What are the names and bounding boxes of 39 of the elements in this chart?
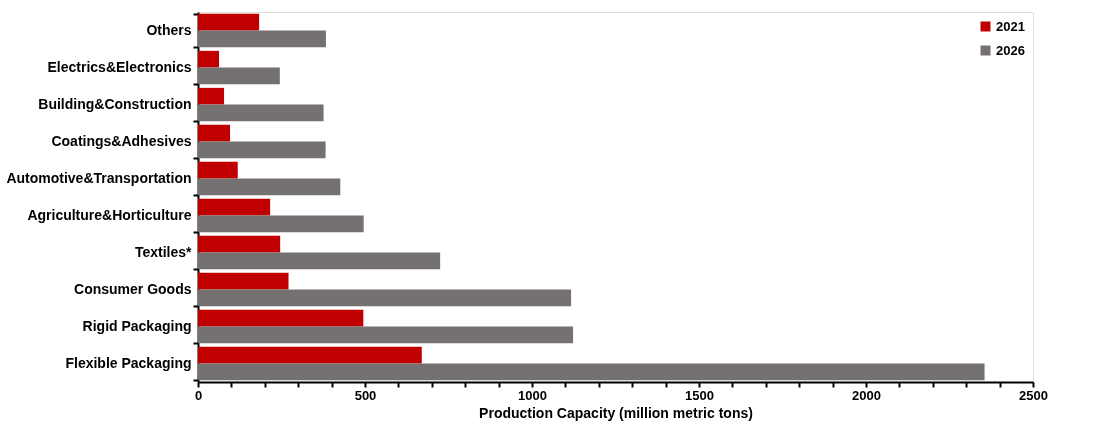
y-tick-label: Consumer Goods	[74, 281, 192, 297]
legend-label: 2021	[996, 18, 1025, 34]
bar	[198, 346, 422, 364]
y-tick-label: Others	[146, 22, 192, 38]
bar	[198, 309, 364, 327]
bar	[198, 141, 326, 159]
bar	[198, 67, 280, 85]
bar	[198, 30, 326, 48]
bar	[198, 198, 271, 216]
x-tick-label: 2000	[852, 387, 881, 403]
y-tick-label: Automotive&Transportation	[6, 170, 192, 186]
x-tick-label: 500	[354, 387, 377, 403]
x-axis-title: Production Capacity (million metric tons)	[479, 404, 753, 421]
bar	[198, 87, 225, 105]
y-tick-label: Textiles*	[134, 244, 193, 260]
bar	[198, 235, 281, 253]
legend-label: 2026	[996, 42, 1025, 58]
bar	[198, 161, 238, 179]
y-tick-label: Coatings&Adhesives	[51, 133, 192, 149]
y-tick-label: Agriculture&Horticulture	[27, 207, 192, 223]
bar	[198, 289, 572, 307]
y-tick-label: Electrics&Electronics	[47, 59, 192, 75]
bar	[198, 124, 231, 142]
x-tick-label: 0	[194, 387, 203, 403]
bar	[198, 50, 220, 68]
bar	[198, 104, 324, 122]
y-tick-label: Flexible Packaging	[65, 355, 192, 371]
bar	[198, 363, 985, 381]
bar	[198, 13, 260, 31]
x-tick-label: 2500	[1019, 387, 1048, 403]
bar	[198, 252, 441, 270]
bar	[198, 272, 289, 290]
y-tick-label: Rigid Packaging	[82, 318, 192, 334]
y-tick-label: Building&Construction	[38, 96, 192, 112]
bar	[198, 215, 364, 233]
x-tick-label: 1500	[685, 387, 714, 403]
x-tick-label: 1000	[518, 387, 547, 403]
bar	[198, 178, 341, 196]
bar	[198, 326, 574, 344]
